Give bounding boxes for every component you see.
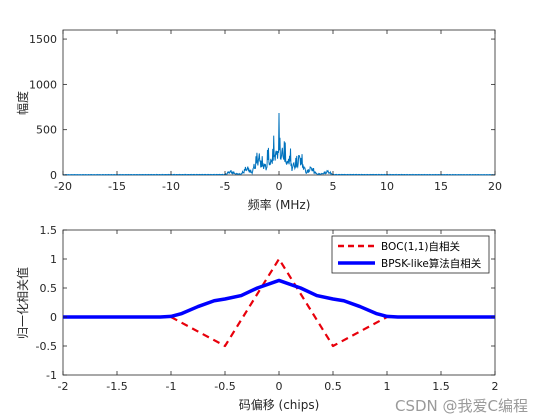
spectrum-y-tick-label: 0 <box>50 169 57 182</box>
correlation-x-tick-label: 1 <box>384 380 391 393</box>
spectrum-y-tick-label: 1000 <box>29 78 57 91</box>
spectrum-x-tick-label: -15 <box>108 180 126 193</box>
spectrum-x-tick-label: 15 <box>434 180 448 193</box>
correlation-y-tick-label: 1 <box>50 253 57 266</box>
correlation-x-tick-label: 0 <box>276 380 283 393</box>
correlation-legend: BOC(1,1)自相关 BPSK-like算法自相关 <box>331 235 490 274</box>
correlation-x-ticks: -2 -1.5 -1 -0.5 0 0.5 1 1.5 2 <box>58 230 499 393</box>
correlation-y-ticks: -1 -0.5 0 0.5 1 1.5 <box>36 224 495 382</box>
watermark: CSDN @我爱C编程 <box>394 397 528 415</box>
correlation-x-tick-label: -2 <box>58 380 69 393</box>
correlation-x-tick-label: 1.5 <box>432 380 450 393</box>
spectrum-series <box>62 112 496 176</box>
spectrum-y-tick-label: 1500 <box>29 33 57 46</box>
spectrum-x-tick-label: -20 <box>54 180 72 193</box>
correlation-y-label: 归一化相关值 <box>15 267 30 339</box>
spectrum-x-tick-label: -5 <box>220 180 231 193</box>
spectrum-x-tick-label: 5 <box>330 180 337 193</box>
correlation-y-tick-label: 1.5 <box>40 224 58 237</box>
correlation-y-tick-label: 0 <box>50 311 57 324</box>
correlation-x-tick-label: 0.5 <box>324 380 342 393</box>
correlation-series-line-1 <box>63 278 495 319</box>
spectrum-plot: -20 -15 -10 -5 0 5 10 15 20 0 500 1000 1500 频率 (MHz… <box>15 29 502 212</box>
spectrum-x-ticks: -20 -15 -10 -5 0 5 10 15 20 <box>54 30 502 193</box>
spectrum-y-label: 幅度 <box>15 91 30 115</box>
correlation-series <box>63 257 495 348</box>
spectrum-x-tick-label: 20 <box>488 180 502 193</box>
spectrum-axes-box <box>62 29 496 176</box>
correlation-plot: -2 -1.5 -1 -0.5 0 0.5 1 1.5 2 -1 -0.5 0 0.5 1 1.5 码偏移… <box>15 224 499 412</box>
spectrum-y-tick-label: 500 <box>36 124 57 137</box>
correlation-x-tick-label: 2 <box>492 380 499 393</box>
correlation-x-label: 码偏移 (chips) <box>239 397 320 412</box>
spectrum-x-tick-label: 10 <box>380 180 394 193</box>
legend-label-bpsk: BPSK-like算法自相关 <box>381 257 482 270</box>
spectrum-y-ticks: 0 500 1000 1500 <box>29 33 495 182</box>
correlation-y-tick-label: -1 <box>46 369 57 382</box>
legend-box <box>331 235 490 274</box>
correlation-y-tick-label: 0.5 <box>40 282 58 295</box>
correlation-x-tick-label: -1.5 <box>106 380 127 393</box>
spectrum-series-line-0 <box>62 112 496 176</box>
spectrum-x-label: 频率 (MHz) <box>248 197 311 212</box>
correlation-x-tick-label: -1 <box>166 380 177 393</box>
spectrum-x-tick-label: -10 <box>162 180 180 193</box>
correlation-y-tick-label: -0.5 <box>36 340 57 353</box>
legend-label-boc: BOC(1,1)自相关 <box>381 240 461 253</box>
correlation-x-tick-label: -0.5 <box>214 380 235 393</box>
spectrum-x-tick-label: 0 <box>276 180 283 193</box>
